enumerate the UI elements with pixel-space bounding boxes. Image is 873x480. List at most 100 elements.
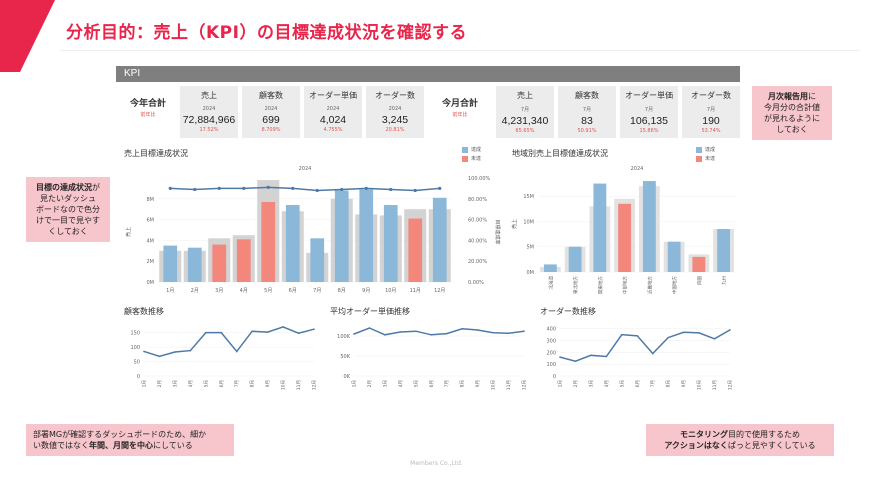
note-monthly-text-3: が見れるように — [764, 114, 820, 123]
region-ytick-label: 10M — [523, 219, 534, 225]
order-price-point — [492, 332, 494, 334]
order-price-xtick-label: 7月 — [444, 380, 450, 387]
customer-point — [251, 330, 253, 333]
sales-xtick-label: 5月 — [264, 288, 272, 294]
month-total-sub: 前年比 — [452, 112, 468, 118]
region-actual-bar — [717, 229, 731, 272]
year-card-header: 顧客数 — [259, 91, 283, 100]
order-count-xtick-label: 9月 — [681, 380, 687, 387]
region-xtick-label: 九州 — [721, 276, 728, 285]
order-count-point — [590, 354, 592, 357]
customer-xtick-label: 9月 — [265, 380, 271, 387]
order-count-point — [729, 329, 731, 331]
region-legend-achieved-swatch — [696, 146, 702, 153]
dashboard: KPI 今年合計 前年比 売上 2024 72,884,966 17.52% 顧客数 20… — [116, 66, 740, 400]
order-count-xtick-label: 4月 — [604, 380, 610, 387]
order-price-point — [368, 327, 371, 329]
order-price-xtick-label: 3月 — [382, 380, 388, 387]
customer-point — [158, 355, 161, 358]
note-monitor-strong-1: モニタリング — [680, 430, 728, 439]
legend-achieved: 達成 — [462, 146, 481, 153]
sales-chart-subtitle: 2024 — [299, 166, 312, 172]
sales-rate-point — [217, 186, 221, 190]
month-card-pct: 50.91% — [577, 128, 597, 134]
order-count-ytick-label: 100 — [546, 362, 556, 368]
order-count-ytick-label: 300 — [546, 339, 556, 345]
sales-xtick-label: 10月 — [385, 288, 396, 294]
order-count-chart-title: オーダー数推移 — [540, 307, 596, 316]
order-count-xtick-label: 2月 — [573, 380, 579, 387]
year-total-sub: 前年比 — [140, 112, 156, 118]
sales-rate-point — [413, 188, 417, 193]
order-count-xtick-label: 12月 — [728, 380, 734, 390]
order-count-point — [621, 333, 623, 336]
customer-xtick-label: 7月 — [234, 380, 240, 387]
order-count-ytick-label: 0 — [553, 374, 556, 380]
customer-xtick-label: 6月 — [219, 380, 225, 387]
legend-unachieved-swatch — [462, 155, 468, 162]
order-count-point — [574, 360, 577, 363]
sales-target-chart-title: 売上目標達成状況 — [124, 149, 188, 158]
region-actual-bar — [568, 246, 582, 272]
order-price-line — [353, 327, 525, 336]
order-count-ytick-label: 200 — [546, 350, 556, 356]
month-card-value: 83 — [581, 115, 593, 127]
sales-target-chart: 2024 0M 2M 4M 6M 8M 売上 0.00% 20.00% 40.00% 60.00% 8… — [125, 166, 501, 294]
year-card-year: 2024 — [326, 106, 340, 112]
note-monthly-text-4: しておく — [776, 125, 808, 134]
note-monitor-text-1: 目的で使用するため — [728, 430, 800, 439]
customer-ytick-label: 0 — [137, 374, 140, 380]
month-card-pct: 53.74% — [701, 128, 721, 134]
order-price-xtick-label: 5月 — [413, 380, 419, 387]
order-price-point — [461, 328, 463, 330]
order-price-ytick-label: 100K — [337, 334, 351, 340]
sales-xtick-label: 1月 — [166, 288, 174, 294]
note-dept-text-3: にしている — [153, 441, 193, 450]
customer-point — [174, 351, 176, 353]
order-price-xtick-label: 6月 — [429, 380, 435, 387]
customer-xtick-label: 12月 — [312, 380, 318, 390]
sales-xtick-label: 2月 — [191, 288, 199, 294]
customer-line — [143, 326, 315, 358]
customer-point — [205, 331, 207, 334]
order-price-ytick-label: 50K — [340, 354, 350, 360]
customer-xtick-label: 11月 — [296, 380, 302, 390]
order-price-point — [384, 334, 386, 336]
note-monthly-strong: 月次報告用 — [768, 92, 808, 101]
sales-y2tick-label: 40.00% — [468, 238, 487, 244]
region-legend-unachieved-swatch — [696, 155, 702, 162]
sales-actual-bar — [285, 205, 300, 282]
sales-actual-bar — [383, 205, 398, 282]
sales-y2tick-label: 80.00% — [468, 197, 487, 203]
order-price-xtick-label: 4月 — [398, 380, 404, 387]
customer-xtick-label: 8月 — [250, 380, 256, 387]
month-card-pct: 65.65% — [515, 128, 535, 134]
customer-ytick-label: 50 — [134, 360, 140, 366]
year-total-title: 今年合計 — [129, 99, 166, 109]
note-monitoring: モニタリング目的で使用するため アクションはなくぱっと見やすくしている — [646, 424, 834, 456]
order-price-point — [430, 334, 433, 336]
note-monthly-report: 月次報告用に 今月分の合計値 が見れるように しておく — [752, 86, 832, 140]
sales-y2label: 目標達成率 — [494, 219, 501, 244]
customer-xtick-label: 3月 — [172, 380, 178, 387]
sales-rate-point — [389, 187, 393, 192]
year-card-1: 売上 2024 72,884,966 17.52% — [180, 86, 238, 138]
month-total-title: 今月合計 — [441, 99, 478, 109]
month-card-1: 売上 7月 4,231,340 65.65% — [496, 86, 554, 138]
page-title: 分析目的：売上（KPI）の目標達成状況を確認する — [66, 23, 467, 43]
year-card-value: 4,024 — [319, 114, 347, 126]
sales-xtick-label: 4月 — [240, 288, 248, 294]
sales-rate-point — [364, 186, 368, 190]
order-price-point — [523, 330, 525, 332]
order-price-point — [507, 332, 510, 334]
order-count-point — [651, 352, 654, 355]
order-count-xtick-label: 1月 — [558, 380, 564, 387]
month-card-header: オーダー単価 — [625, 91, 673, 100]
order-count-point — [636, 335, 639, 337]
year-card-year: 2024 — [202, 106, 216, 112]
order-price-point — [415, 330, 417, 332]
kpi-header: KPI — [116, 66, 740, 82]
sales-rate-point — [193, 187, 197, 192]
